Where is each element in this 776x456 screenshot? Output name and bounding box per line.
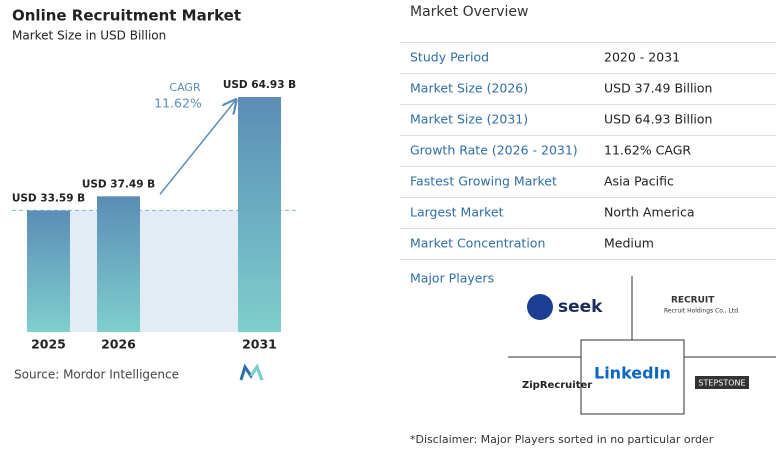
x-tick-label: 2031	[242, 337, 277, 352]
overview-title: Market Overview	[410, 4, 529, 20]
cagr-label: CAGR	[169, 81, 201, 94]
row-label: Largest Market	[410, 205, 504, 220]
player-logo: Recruit Holdings Co., Ltd.	[664, 308, 740, 315]
reference-area	[70, 210, 238, 332]
row-value: 2020 - 2031	[604, 50, 680, 65]
row-value: Asia Pacific	[604, 174, 674, 189]
mordor-logo	[239, 363, 264, 381]
value-label: USD 33.59 B	[12, 192, 85, 204]
row-value: USD 64.93 Billion	[604, 112, 712, 127]
bar	[238, 97, 281, 332]
logo-grid	[508, 276, 776, 415]
bar	[97, 196, 140, 332]
row-value: North America	[604, 205, 695, 220]
player-logo: LinkedIn	[594, 364, 671, 383]
row-value: USD 37.49 Billion	[604, 81, 712, 96]
x-tick-label: 2026	[101, 337, 136, 352]
row-label: Study Period	[410, 50, 489, 65]
bar	[27, 210, 70, 332]
row-label: Growth Rate (2026 - 2031)	[410, 143, 578, 158]
value-label: USD 37.49 B	[82, 178, 155, 190]
row-value: Medium	[604, 236, 654, 251]
player-logo: RECRUIT	[671, 296, 715, 306]
cagr-value: 11.62%	[154, 96, 202, 111]
value-label: USD 64.93 B	[223, 79, 296, 91]
player-logo: seek	[558, 297, 603, 317]
chart-title: Online Recruitment Market	[12, 7, 241, 25]
cagr-arrow	[159, 101, 235, 195]
player-logo: STEPSTONE	[698, 379, 745, 388]
row-label: Market Size (2031)	[410, 112, 528, 127]
row-label: Market Concentration	[410, 236, 545, 251]
chart-subtitle: Market Size in USD Billion	[12, 29, 166, 43]
players-title: Major Players	[410, 271, 494, 286]
x-tick-label: 2025	[31, 337, 66, 352]
stepstone-box	[695, 376, 749, 389]
player-logo: ZipRecruiter	[522, 380, 592, 391]
source: Source: Mordor Intelligence	[14, 368, 179, 382]
disclaimer: *Disclaimer: Major Players sorted in no …	[410, 433, 714, 446]
row-value: 11.62% CAGR	[604, 143, 691, 158]
seek-icon	[527, 294, 553, 320]
row-label: Fastest Growing Market	[410, 174, 557, 189]
row-label: Market Size (2026)	[410, 81, 528, 96]
